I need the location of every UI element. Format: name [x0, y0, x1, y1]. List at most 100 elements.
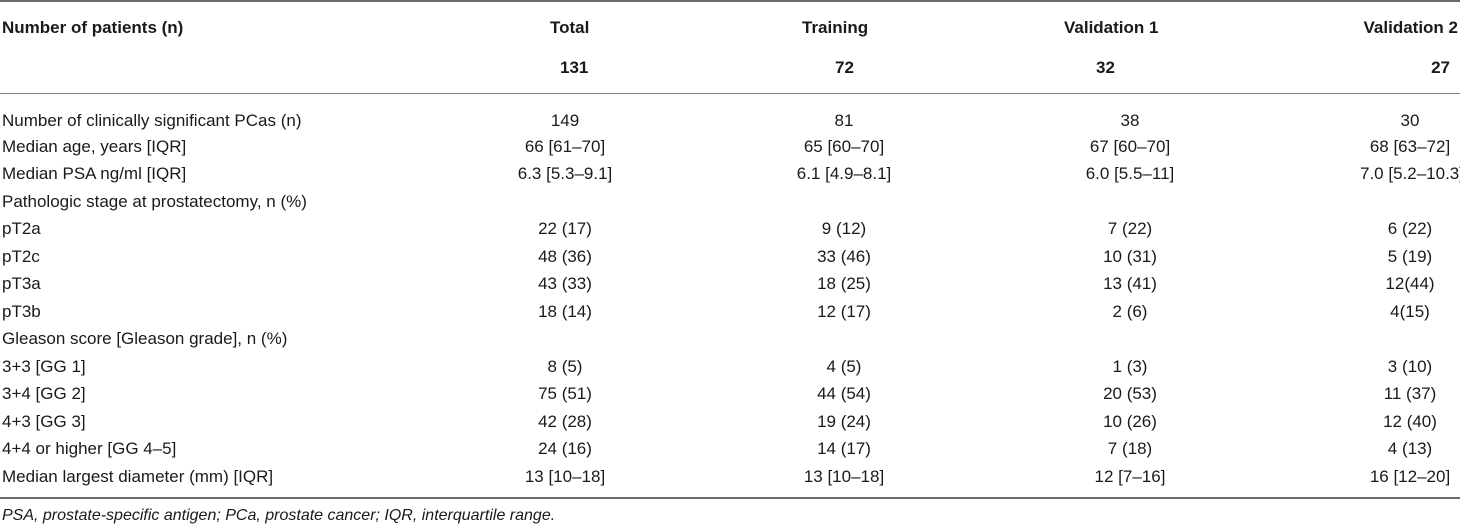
cell-value — [1260, 326, 1460, 354]
cell-value: 67 [60–70] — [1089, 136, 1171, 156]
cell-value: 18 (25) — [817, 274, 871, 294]
top-rule — [0, 0, 1460, 2]
row-label: pT2c — [2, 246, 40, 266]
patient-characteristics-table: Number of patients (n) Total Training Va… — [0, 0, 1460, 491]
column-header-validation-2: Validation 2 — [1363, 18, 1458, 37]
column-header-training: Training — [802, 18, 869, 37]
cell-value: 75 (51) — [538, 384, 592, 404]
table-row: Median PSA ng/ml [IQR] 6.3 [5.3–9.1] 6.1 [… — [0, 161, 1460, 189]
cell-value: 7 (18) — [1107, 439, 1153, 459]
cell-value: 18 (14) — [538, 301, 592, 321]
cell-value: 6.0 [5.5–11] — [1085, 164, 1175, 184]
cell-value: 14 (17) — [817, 439, 871, 459]
cell-value: 12(44) — [1385, 274, 1435, 294]
row-label: 3+3 [GG 1] — [2, 356, 86, 376]
cell-value: 4(15) — [1390, 301, 1430, 321]
cell-value — [460, 188, 650, 216]
cell-value: 43 (33) — [538, 274, 592, 294]
row-label: Median age, years [IQR] — [2, 136, 187, 156]
row-label: pT3b — [2, 301, 41, 321]
cell-value — [650, 326, 960, 354]
cell-value — [460, 326, 650, 354]
table-row: pT2a 22 (17) 9 (12) 7 (22) 6 (22) — [0, 216, 1460, 244]
header-rule — [0, 93, 1460, 94]
row-label: 3+4 [GG 2] — [2, 384, 86, 404]
table-row: pT3a 43 (33) 18 (25) 13 (41) 12(44) — [0, 271, 1460, 299]
cell-value: 9 (12) — [821, 219, 867, 239]
count-validation-1: 32 — [1096, 58, 1115, 77]
cell-value: 6.1 [4.9–8.1] — [796, 164, 892, 184]
table-row: Median largest diameter (mm) [IQR] 13 [10… — [0, 463, 1460, 491]
row-label: Number of clinically significant PCas (n… — [2, 111, 302, 130]
table-row: 3+3 [GG 1] 8 (5) 4 (5) 1 (3) 3 (10) — [0, 353, 1460, 381]
cell-value: 66 [61–70] — [524, 136, 606, 156]
cell-value: 10 (26) — [1103, 411, 1157, 431]
cell-value: 13 [10–18] — [803, 466, 885, 486]
table-row: 4+3 [GG 3] 42 (28) 19 (24) 10 (26) 12 (40) — [0, 408, 1460, 436]
cell-value: 5 (19) — [1387, 246, 1433, 266]
count-row: 131 72 32 27 — [0, 54, 1460, 99]
row-label: Pathologic stage at prostatectomy, n (%) — [2, 191, 307, 211]
cell-value: 2 (6) — [1112, 301, 1148, 321]
cell-value: 149 — [550, 111, 580, 130]
cell-value: 13 (41) — [1103, 274, 1157, 294]
cell-value: 6.3 [5.3–9.1] — [517, 164, 613, 184]
cell-value: 8 (5) — [547, 356, 583, 376]
table-row: 3+4 [GG 2] 75 (51) 44 (54) 20 (53) 11 (37) — [0, 381, 1460, 409]
cell-value: 12 [7–16] — [1094, 466, 1166, 486]
table-row: pT2c 48 (36) 33 (46) 10 (31) 5 (19) — [0, 243, 1460, 271]
cell-value — [960, 326, 1260, 354]
cell-value: 6 (22) — [1387, 219, 1433, 239]
cell-value — [960, 188, 1260, 216]
cell-value: 22 (17) — [538, 219, 592, 239]
cell-value: 38 — [1120, 111, 1140, 130]
column-header-validation-1: Validation 1 — [1064, 18, 1159, 37]
cell-value: 42 (28) — [538, 411, 592, 431]
cell-value: 30 — [1400, 111, 1420, 130]
row-label: 4+3 [GG 3] — [2, 411, 86, 431]
cell-value: 20 (53) — [1103, 384, 1157, 404]
count-total: 131 — [560, 58, 589, 77]
cell-value: 7.0 [5.2–10.3] — [1360, 164, 1460, 184]
cell-value: 12 (40) — [1383, 411, 1437, 431]
row-label-header: Number of patients (n) — [2, 18, 184, 37]
cell-value: 48 (36) — [538, 246, 592, 266]
cell-value: 13 [10–18] — [524, 466, 606, 486]
cell-value: 33 (46) — [817, 246, 871, 266]
cell-value — [650, 188, 960, 216]
row-label: Gleason score [Gleason grade], n (%) — [2, 329, 288, 349]
bottom-rule — [0, 497, 1460, 499]
table-row: Number of clinically significant PCas (n… — [0, 99, 1460, 133]
cell-value: 65 [60–70] — [803, 136, 885, 156]
header-row: Number of patients (n) Total Training Va… — [0, 0, 1460, 54]
cell-value: 1 (3) — [1112, 356, 1148, 376]
cell-value: 68 [63–72] — [1369, 136, 1451, 156]
cell-value: 12 (17) — [817, 301, 871, 321]
cell-value: 19 (24) — [817, 411, 871, 431]
column-header-total: Total — [550, 18, 590, 37]
row-label: Median PSA ng/ml [IQR] — [2, 164, 187, 184]
table-row: Median age, years [IQR] 66 [61–70] 65 [60–… — [0, 133, 1460, 161]
cell-value: 16 [12–20] — [1369, 466, 1451, 486]
row-label: Median largest diameter (mm) [IQR] — [2, 466, 274, 486]
row-label: pT3a — [2, 274, 41, 294]
table-row: 4+4 or higher [GG 4–5] 24 (16) 14 (17) 7 (1… — [0, 436, 1460, 464]
count-training: 72 — [835, 58, 854, 77]
table-row: Pathologic stage at prostatectomy, n (%) — [0, 188, 1460, 216]
cell-value: 11 (37) — [1383, 384, 1437, 404]
cell-value: 7 (22) — [1107, 219, 1153, 239]
cell-value: 4 (5) — [826, 356, 862, 376]
cell-value: 10 (31) — [1103, 246, 1157, 266]
row-label: pT2a — [2, 219, 41, 239]
cell-value: 44 (54) — [817, 384, 871, 404]
table-row: pT3b 18 (14) 12 (17) 2 (6) 4(15) — [0, 298, 1460, 326]
count-validation-2: 27 — [1431, 58, 1450, 77]
cell-value — [1260, 188, 1460, 216]
table-row: Gleason score [Gleason grade], n (%) — [0, 326, 1460, 354]
table-body: Number of clinically significant PCas (n… — [0, 99, 1460, 491]
cell-value: 4 (13) — [1387, 439, 1433, 459]
cell-value: 81 — [834, 111, 854, 130]
row-label: 4+4 or higher [GG 4–5] — [2, 439, 177, 459]
cell-value: 24 (16) — [538, 439, 592, 459]
cell-value: 3 (10) — [1387, 356, 1433, 376]
